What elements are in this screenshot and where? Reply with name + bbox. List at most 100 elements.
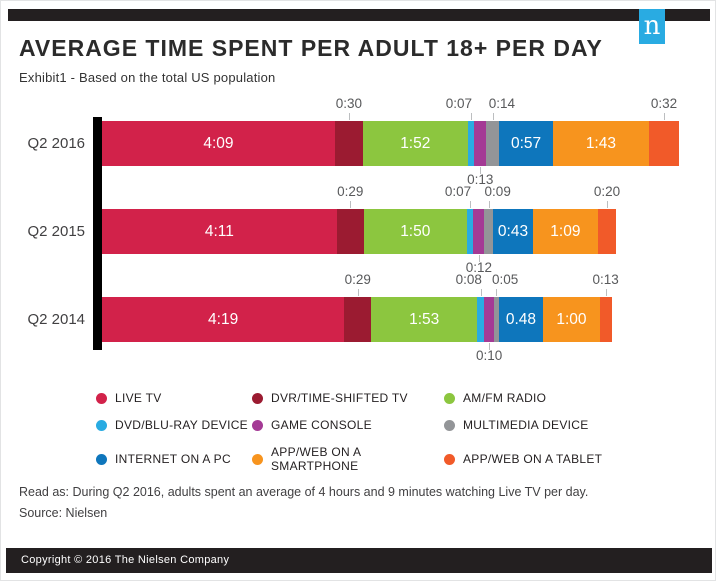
legend-label: APP/WEB ON A TABLET [463, 452, 603, 466]
legend-dot-am-fm-radio [444, 392, 455, 404]
callout-label-dvd-blu-ray-device: 0:08 [455, 272, 482, 287]
legend-dot-app-web-on-a-smartphone [252, 453, 263, 465]
segment-live-tv: 4:09 [102, 121, 335, 166]
segment-app-web-on-a-tablet [599, 297, 612, 342]
segment-app-web-on-a-smartphone: 1:43 [552, 121, 650, 166]
segment-app-web-on-a-tablet [649, 121, 679, 166]
callout-label-game-console: 0:12 [465, 260, 492, 275]
segment-value-label: 1:09 [550, 222, 581, 240]
segment-internet-on-a-pc: 0:43 [492, 209, 534, 254]
legend-item-game-console: GAME CONSOLE [252, 418, 444, 432]
callout-tick-multimedia-device [488, 201, 490, 208]
segment-app-web-on-a-tablet [597, 209, 617, 254]
callout-label-app-web-on-a-tablet: 0:20 [593, 184, 621, 199]
callout-label-dvd-blu-ray-device: 0:07 [445, 96, 473, 111]
legend-label: DVR/TIME-SHIFTED TV [271, 391, 408, 405]
legend-dot-app-web-on-a-tablet [444, 453, 455, 465]
segment-game-console [484, 297, 494, 342]
callout-label-multimedia-device: 0:09 [484, 184, 511, 199]
callout-tick-game-console [489, 343, 491, 350]
segment-dvd-blu-ray-device [467, 121, 475, 166]
segment-dvd-blu-ray-device [466, 209, 474, 254]
legend-label: APP/WEB ON A SMARTPHONE [271, 445, 361, 473]
legend-item-live-tv: LIVE TV [96, 391, 252, 405]
segment-game-console [474, 121, 487, 166]
legend-label: AM/FM RADIO [463, 391, 547, 405]
segment-internet-on-a-pc: 0.48 [498, 297, 544, 342]
callout-label-game-console: 0:13 [467, 172, 494, 187]
callout-label-dvr-time-shifted-tv: 0:29 [337, 184, 364, 199]
segment-value-label: 1:53 [409, 310, 440, 328]
segment-dvd-blu-ray-device [477, 297, 485, 342]
callout-label-game-console: 0:10 [476, 348, 503, 363]
callout-tick-dvr-time-shifted-tv [348, 113, 350, 120]
legend-dot-multimedia-device [444, 419, 455, 431]
copyright-text: Copyright © 2016 The Nielsen Company [21, 554, 230, 566]
legend-dot-dvr-time-shifted-tv [252, 392, 263, 404]
segment-value-label: 1:52 [400, 134, 431, 152]
legend-label: MULTIMEDIA DEVICE [463, 418, 589, 432]
segment-value-label: 4:11 [204, 222, 234, 240]
legend-item-app-web-on-a-smartphone: APP/WEB ON A SMARTPHONE [252, 445, 444, 473]
callout-label-dvr-time-shifted-tv: 0:29 [344, 272, 371, 287]
row-label-q2-2014: Q2 2014 [27, 311, 85, 328]
top-rule-bar [8, 9, 710, 21]
segment-internet-on-a-pc: 0:57 [499, 121, 553, 166]
bar-row-q2-2016: 4:09 0:30 1:52 0:07 0:13 0:14 0:57 1:43 0:32 [102, 96, 679, 187]
segment-multimedia-device [486, 121, 500, 166]
callout-label-dvr-time-shifted-tv: 0:30 [335, 96, 363, 111]
legend-dot-game-console [252, 419, 263, 431]
segment-am-fm-radio: 1:52 [362, 121, 468, 166]
nielsen-logo: n [639, 9, 665, 44]
segment-value-label: 1:00 [556, 310, 587, 328]
legend-label: GAME CONSOLE [271, 418, 372, 432]
callout-label-multimedia-device: 0:14 [488, 96, 516, 111]
bar-row-q2-2014: 4:19 0:29 1:53 0:08 0:10 0:05 0.48 1:00 0:13 [102, 272, 679, 363]
segment-dvr-time-shifted-tv [344, 297, 372, 342]
callout-tick-dvd-blu-ray-device [470, 113, 472, 120]
segment-value-label: 4:09 [203, 134, 234, 152]
segment-value-label: 0:43 [497, 222, 529, 240]
callout-label-dvd-blu-ray-device: 0:07 [444, 184, 472, 199]
segment-value-label: 0:57 [511, 134, 542, 152]
callout-tick-app-web-on-a-tablet [605, 289, 607, 296]
callout-tick-multimedia-device [496, 289, 498, 296]
legend-item-am-fm-radio: AM/FM RADIO [444, 391, 602, 405]
segment-am-fm-radio: 1:53 [371, 297, 477, 342]
legend-label: DVD/BLU-RAY DEVICE [115, 418, 248, 432]
legend-dot-dvd-blu-ray-device [96, 419, 107, 431]
segment-live-tv: 4:11 [102, 209, 337, 254]
segment-dvr-time-shifted-tv [336, 209, 364, 254]
segment-multimedia-device [484, 209, 493, 254]
callout-label-app-web-on-a-tablet: 0:32 [650, 96, 678, 111]
segment-game-console [473, 209, 485, 254]
legend-dot-internet-on-a-pc [96, 453, 107, 465]
legend-label: INTERNET ON A PC [115, 452, 231, 466]
legend-label: LIVE TV [115, 391, 162, 405]
legend-item-app-web-on-a-tablet: APP/WEB ON A TABLET [444, 445, 602, 473]
segment-multimedia-device [493, 297, 499, 342]
chart-y-axis [93, 117, 102, 350]
segment-am-fm-radio: 1:50 [363, 209, 467, 254]
callout-tick-dvr-time-shifted-tv [350, 201, 352, 208]
segment-value-label: 1:50 [400, 222, 431, 240]
page-subtitle: Exhibit1 - Based on the total US populat… [19, 70, 276, 85]
footer-bar: Copyright © 2016 The Nielsen Company [6, 548, 712, 573]
callout-label-app-web-on-a-tablet: 0:13 [592, 272, 619, 287]
segment-app-web-on-a-smartphone: 1:09 [533, 209, 598, 254]
segment-app-web-on-a-smartphone: 1:00 [543, 297, 600, 342]
callout-tick-app-web-on-a-tablet [606, 201, 608, 208]
bar-row-q2-2015: 4:11 0:29 1:50 0:07 0:12 0:09 0:43 1:09 0:20 [102, 184, 679, 275]
source-note: Source: Nielsen [19, 506, 108, 520]
page-title: AVERAGE TIME SPENT PER ADULT 18+ PER DAY [19, 35, 603, 61]
segment-value-label: 4:19 [208, 310, 239, 328]
legend-item-dvr-time-shifted-tv: DVR/TIME-SHIFTED TV [252, 391, 444, 405]
legend-item-multimedia-device: MULTIMEDIA DEVICE [444, 418, 602, 432]
legend-item-dvd-blu-ray-device: DVD/BLU-RAY DEVICE [96, 418, 252, 432]
callout-tick-app-web-on-a-tablet [664, 113, 666, 120]
stacked-bar-chart: Q2 2016 4:09 0:30 1:52 0:07 0:13 0:14 0:57 1:43 0… [1, 96, 715, 370]
legend-item-internet-on-a-pc: INTERNET ON A PC [96, 445, 252, 473]
row-label-q2-2016: Q2 2016 [27, 135, 85, 152]
callout-tick-game-console [480, 167, 482, 174]
